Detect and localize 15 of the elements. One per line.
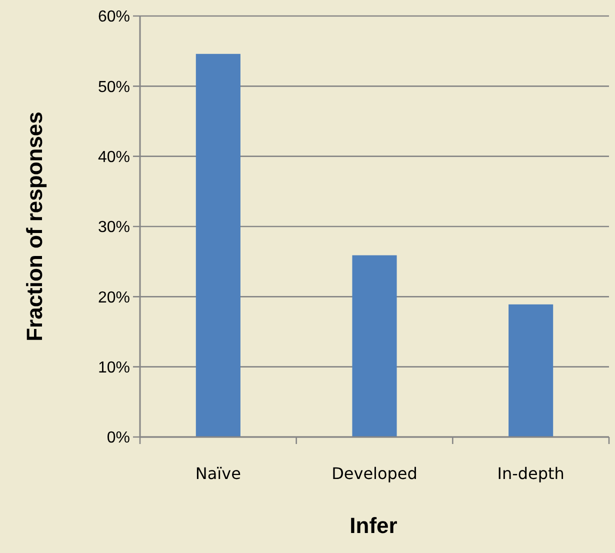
x-axis-title: Infer bbox=[350, 513, 398, 538]
bar bbox=[352, 255, 397, 437]
y-tick-label: 50% bbox=[98, 78, 130, 96]
y-tick-label: 10% bbox=[98, 359, 130, 376]
y-tick-label: 30% bbox=[98, 219, 130, 236]
bar bbox=[196, 54, 240, 437]
x-tick-label: Developed bbox=[332, 464, 418, 483]
x-tick-label: In-depth bbox=[497, 464, 564, 483]
y-axis-title: Fraction of responses bbox=[22, 112, 47, 342]
x-tick-label: Naïve bbox=[195, 464, 241, 483]
y-tick-label: 0% bbox=[106, 430, 130, 447]
bar bbox=[508, 304, 554, 437]
y-tick-label: 60% bbox=[98, 8, 130, 26]
y-tick-label: 40% bbox=[98, 148, 130, 166]
y-tick-label: 20% bbox=[98, 289, 130, 306]
